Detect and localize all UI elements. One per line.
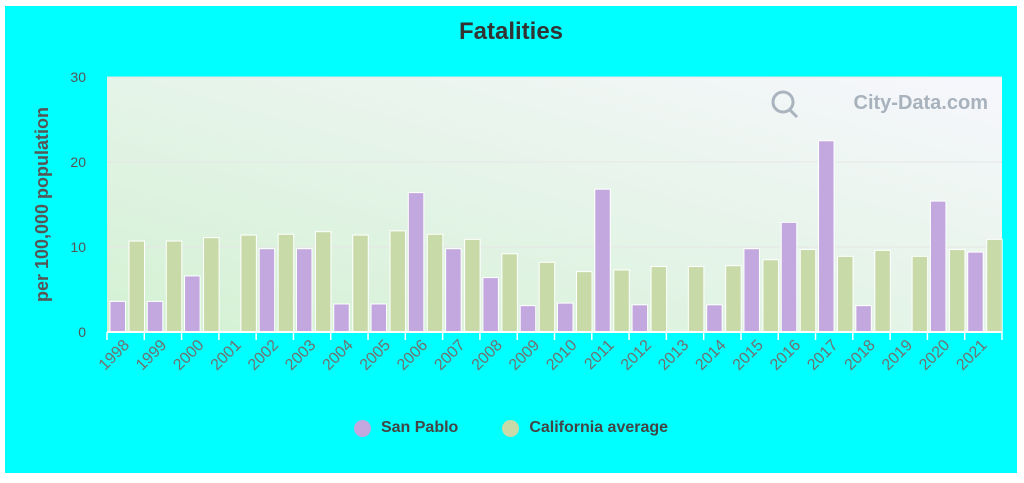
x-tick-label: 1998 [96, 337, 133, 374]
bar-california-2009 [538, 261, 556, 333]
bar-san-pablo-2008 [482, 277, 499, 333]
bar-california-2015 [762, 259, 779, 333]
bar-san-pablo-2020 [929, 200, 947, 333]
bar-san-pablo-1999 [146, 300, 164, 333]
x-tick-label: 1999 [133, 337, 170, 374]
bar-san-pablo-2002 [258, 248, 276, 333]
bar-california-2014 [725, 265, 742, 333]
chart-svg: 0 10 20 30 per 100,000 population City-Data.c… [32, 69, 1003, 374]
legend-item-san-pablo[interactable]: San Pablo [353, 419, 459, 437]
bar-california-2017 [837, 255, 854, 333]
bar-california-2001 [240, 234, 257, 333]
x-tick-label: 2006 [394, 337, 431, 374]
bar-california-2013 [687, 266, 705, 333]
bar-san-pablo-2006 [407, 192, 425, 333]
chart-frame: Fatalities 0 10 20 30 per 100,000 population… [5, 6, 1017, 473]
x-tick-label: 2019 [879, 337, 916, 374]
legend-swatch-san-pablo [353, 419, 371, 437]
bar-california-2020 [948, 249, 966, 333]
x-tick-label: 2005 [357, 337, 394, 374]
bar-san-pablo-2003 [295, 248, 313, 333]
chart-title: Fatalities [458, 18, 564, 45]
y-axis-label: per 100,000 population [32, 107, 52, 302]
x-tick-label: 2003 [282, 337, 319, 374]
x-tick-label: 2021 [953, 337, 990, 374]
x-tick-label: 2013 [655, 337, 692, 374]
x-tick-label: 2001 [208, 337, 245, 374]
watermark-magnifier-icon [771, 90, 795, 114]
x-tick-label: 2020 [916, 337, 953, 374]
legend-item-california[interactable]: California average [502, 419, 668, 437]
bar-california-1998 [128, 240, 145, 333]
x-tick-label: 2015 [730, 337, 767, 374]
x-tick-label: 2018 [842, 337, 879, 374]
y-tick-label: 20 [70, 154, 86, 170]
x-tick-label: 2010 [543, 337, 580, 374]
bar-california-2021 [986, 238, 1003, 333]
x-tick-label: 2016 [767, 337, 804, 374]
x-tick-label: 2002 [245, 337, 282, 374]
bar-california-2008 [501, 253, 518, 333]
y-tick-label: 30 [70, 69, 86, 85]
x-tick-label: 2000 [170, 337, 207, 374]
bar-san-pablo-2012 [631, 304, 649, 333]
bar-san-pablo-2005 [370, 303, 388, 333]
bar-california-1999 [165, 240, 183, 333]
bar-california-2003 [314, 231, 332, 333]
bar-san-pablo-2017 [818, 140, 835, 333]
bar-california-2004 [352, 234, 369, 333]
legend: San Pablo California average [5, 419, 1017, 437]
x-tick-label: 2009 [506, 337, 543, 374]
bar-california-2007 [464, 238, 481, 333]
bar-san-pablo-2007 [445, 248, 462, 333]
legend-label-san-pablo: San Pablo [380, 419, 459, 436]
bar-san-pablo-2015 [743, 248, 760, 333]
bar-california-2011 [613, 269, 630, 333]
x-tick-label: 2004 [320, 337, 357, 374]
bar-california-2002 [277, 233, 295, 333]
bar-san-pablo-2021 [967, 251, 984, 333]
bar-san-pablo-2000 [184, 275, 201, 333]
bar-california-2010 [576, 271, 593, 333]
bar-california-2000 [203, 237, 220, 333]
bar-san-pablo-1998 [109, 300, 126, 333]
bar-san-pablo-2011 [594, 188, 611, 333]
legend-swatch-california [502, 419, 520, 437]
bar-san-pablo-2004 [333, 303, 350, 333]
y-tick-label: 10 [70, 239, 86, 255]
x-tick-label: 2008 [469, 337, 506, 374]
legend-label-california: California average [529, 419, 669, 436]
x-tick-label: 2007 [431, 337, 468, 374]
bar-san-pablo-2009 [519, 305, 537, 333]
bar-san-pablo-2018 [855, 305, 872, 333]
x-tick-label: 2011 [581, 337, 617, 373]
bar-california-2016 [799, 249, 817, 333]
bar-san-pablo-2016 [780, 221, 798, 333]
watermark-magnifier-handle [788, 108, 799, 119]
x-tick-label: 2012 [618, 337, 655, 374]
bar-california-2019 [911, 255, 929, 333]
x-tick-label: 2014 [692, 337, 729, 374]
bar-san-pablo-2010 [557, 302, 574, 333]
bar-california-2018 [874, 249, 891, 333]
bar-san-pablo-2014 [706, 304, 723, 333]
bar-california-2006 [426, 233, 444, 333]
x-tick-label: 2017 [804, 337, 841, 374]
y-tick-label: 0 [78, 324, 86, 340]
bar-california-2005 [389, 230, 407, 333]
bar-california-2012 [650, 266, 668, 333]
watermark: City-Data.com [854, 92, 988, 114]
